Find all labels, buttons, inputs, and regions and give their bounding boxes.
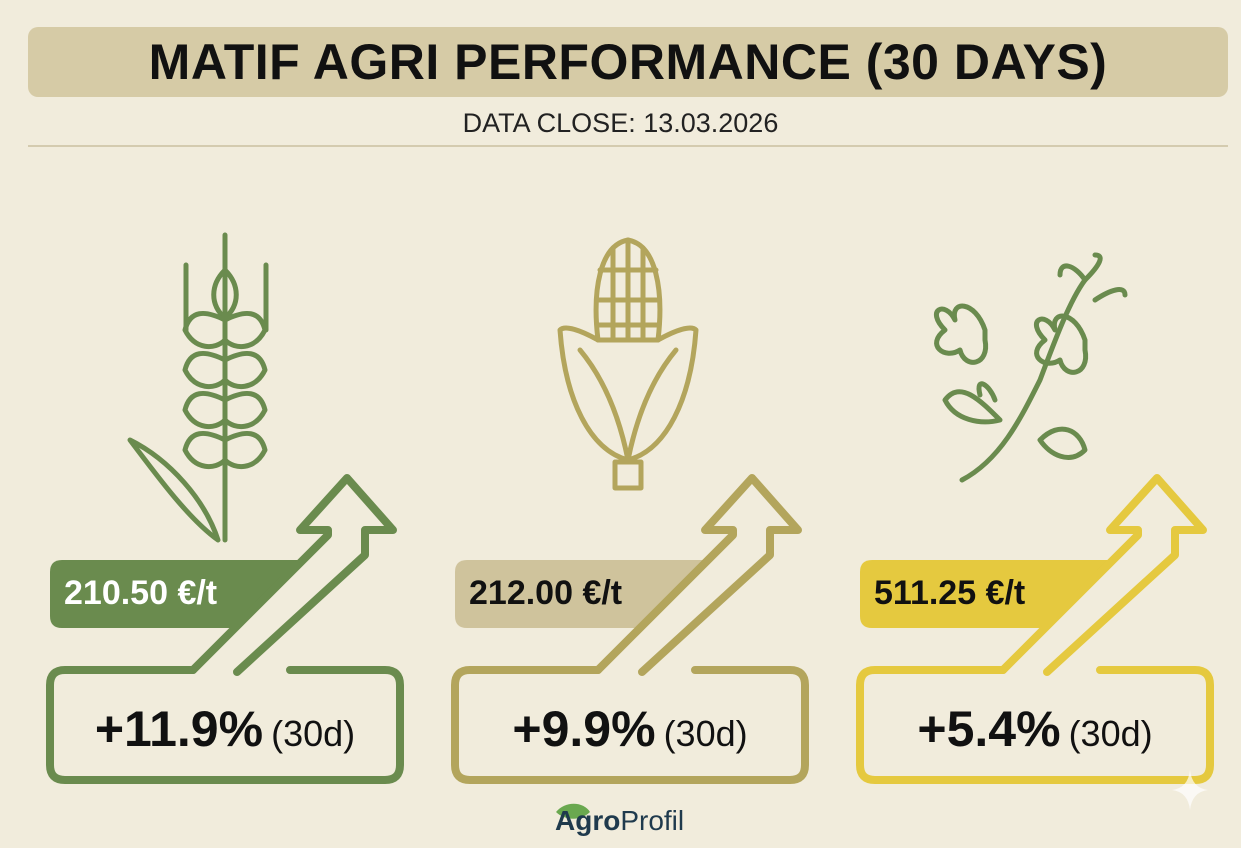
- page-title: MATIF AGRI PERFORMANCE (30 DAYS): [148, 34, 1108, 90]
- corn-price: 212.00 €/t: [469, 574, 623, 612]
- change-period: (30d): [1068, 713, 1153, 754]
- logo-regular: Profil: [620, 805, 685, 836]
- corn-change: +9.9% (30d): [455, 700, 805, 758]
- title-banner: MATIF AGRI PERFORMANCE (30 DAYS): [28, 27, 1228, 97]
- rapeseed-price: 511.25 €/t: [874, 574, 1026, 612]
- wheat-icon: [127, 232, 269, 543]
- wheat-price: 210.50 €/t: [64, 574, 218, 612]
- wheat-change: +11.9% (30d): [50, 700, 400, 758]
- change-period: (30d): [271, 713, 356, 754]
- data-close-date: DATA CLOSE: 13.03.2026: [462, 108, 779, 138]
- price-label-bg: [50, 560, 305, 628]
- up-arrow-icon: [46, 474, 404, 784]
- change-percent: +11.9%: [94, 701, 264, 757]
- card-corn-frame: [451, 474, 809, 784]
- up-arrow-icon: [451, 474, 809, 784]
- rapeseed-change: +5.4% (30d): [860, 700, 1210, 758]
- price-label-bg: [455, 560, 710, 628]
- rapeseed-icon: [934, 252, 1128, 483]
- up-arrow-icon: [856, 474, 1214, 784]
- card-wheat-frame: [46, 474, 404, 784]
- change-percent: +5.4%: [917, 701, 1061, 757]
- sparkle-icon: [1172, 770, 1208, 810]
- change-period: (30d): [663, 713, 748, 754]
- agroprofil-logo: AgroProfil: [555, 805, 684, 837]
- card-rapeseed-frame: [856, 474, 1214, 784]
- divider: [28, 145, 1228, 147]
- change-percent: +9.9%: [512, 701, 656, 757]
- logo-bold: Agro: [555, 805, 621, 836]
- corn-icon: [557, 237, 699, 491]
- leaf-logo-icon: [556, 803, 590, 819]
- price-label-bg: [860, 560, 1115, 628]
